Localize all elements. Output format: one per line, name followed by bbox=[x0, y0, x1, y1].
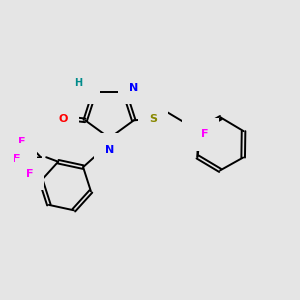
Text: Cl: Cl bbox=[193, 130, 205, 140]
Text: N: N bbox=[129, 83, 138, 93]
Text: F: F bbox=[18, 137, 26, 148]
Text: N: N bbox=[105, 145, 114, 154]
Text: N: N bbox=[80, 83, 89, 93]
Text: S: S bbox=[149, 114, 157, 124]
Text: F: F bbox=[26, 169, 33, 179]
Text: H: H bbox=[74, 79, 82, 88]
Text: F: F bbox=[13, 154, 21, 164]
Text: F: F bbox=[201, 129, 208, 139]
Text: O: O bbox=[59, 114, 68, 124]
